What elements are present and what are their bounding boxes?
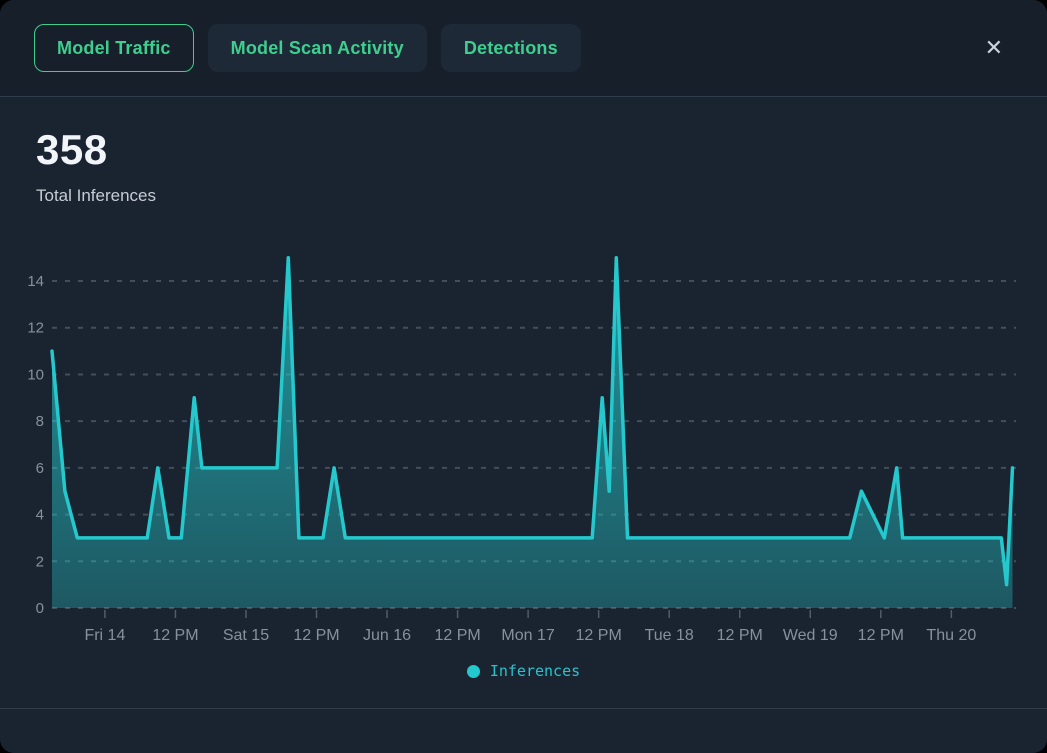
total-inferences-stat: 358 Total Inferences bbox=[36, 126, 156, 206]
tab-detections[interactable]: Detections bbox=[440, 24, 581, 72]
svg-text:Wed 19: Wed 19 bbox=[783, 627, 838, 644]
svg-text:Mon 17: Mon 17 bbox=[501, 627, 554, 644]
svg-text:Fri 14: Fri 14 bbox=[84, 627, 125, 644]
legend-dot-icon bbox=[466, 664, 480, 678]
svg-text:12 PM: 12 PM bbox=[434, 627, 480, 644]
svg-text:Sat 15: Sat 15 bbox=[223, 627, 269, 644]
tab-model-traffic[interactable]: Model Traffic bbox=[34, 24, 194, 72]
svg-text:8: 8 bbox=[36, 413, 44, 430]
legend-item-inferences[interactable]: Inferences bbox=[466, 662, 581, 680]
svg-text:14: 14 bbox=[27, 273, 44, 290]
svg-text:4: 4 bbox=[36, 507, 44, 524]
total-inferences-value: 358 bbox=[36, 126, 108, 173]
svg-text:Tue 18: Tue 18 bbox=[645, 627, 694, 644]
modal-header: Model Traffic Model Scan Activity Detect… bbox=[0, 0, 1047, 97]
svg-text:12 PM: 12 PM bbox=[576, 627, 622, 644]
svg-text:12 PM: 12 PM bbox=[858, 627, 904, 644]
svg-text:6: 6 bbox=[36, 460, 44, 477]
svg-text:2: 2 bbox=[36, 553, 44, 570]
total-inferences-label: Total Inferences bbox=[36, 186, 157, 205]
svg-text:12 PM: 12 PM bbox=[717, 627, 763, 644]
svg-text:12 PM: 12 PM bbox=[152, 627, 198, 644]
tab-bar: Model Traffic Model Scan Activity Detect… bbox=[34, 24, 581, 72]
svg-text:0: 0 bbox=[36, 600, 44, 617]
close-icon: ✕ bbox=[984, 35, 1003, 60]
inferences-chart: 0 2 4 6 8 10 12 14 Fri 14 12 PM Sat 15 12 PM Jun 16 1… bbox=[27, 255, 1016, 644]
svg-text:Jun 16: Jun 16 bbox=[363, 627, 411, 644]
chart-legend: Inferences bbox=[0, 662, 1047, 680]
close-button[interactable]: ✕ bbox=[975, 31, 1013, 65]
svg-text:12: 12 bbox=[27, 320, 44, 337]
modal-footer bbox=[0, 708, 1047, 753]
svg-text:Thu 20: Thu 20 bbox=[926, 627, 976, 644]
svg-text:10: 10 bbox=[27, 366, 44, 383]
tab-model-scan-activity[interactable]: Model Scan Activity bbox=[207, 24, 427, 72]
svg-text:12 PM: 12 PM bbox=[293, 627, 339, 644]
legend-label: Inferences bbox=[489, 662, 581, 680]
